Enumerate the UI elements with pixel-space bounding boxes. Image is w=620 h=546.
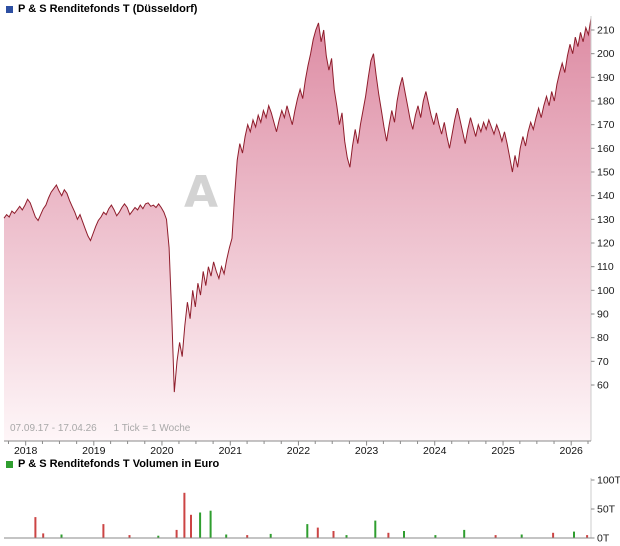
watermark-logo: A — [184, 167, 219, 218]
svg-text:110: 110 — [597, 261, 614, 273]
svg-text:0T: 0T — [597, 533, 610, 545]
price-series-marker-icon — [6, 6, 13, 13]
svg-text:2018: 2018 — [14, 445, 38, 457]
volume-series-marker-icon — [6, 461, 13, 468]
svg-text:130: 130 — [597, 214, 615, 226]
svg-text:2020: 2020 — [150, 445, 174, 457]
svg-text:60: 60 — [597, 380, 609, 392]
date-range-label: 07.09.17 - 17.04.26 — [10, 423, 97, 434]
svg-text:2021: 2021 — [219, 445, 243, 457]
svg-text:80: 80 — [597, 332, 609, 344]
svg-text:50T: 50T — [597, 504, 616, 516]
svg-text:2024: 2024 — [423, 445, 447, 457]
svg-text:190: 190 — [597, 72, 615, 84]
period-note: 07.09.17 - 17.04.26 1 Tick = 1 Woche — [10, 423, 190, 434]
svg-text:100T: 100T — [597, 475, 620, 487]
svg-text:210: 210 — [597, 25, 615, 37]
svg-text:150: 150 — [597, 167, 615, 179]
svg-text:170: 170 — [597, 119, 615, 131]
volume-chart: 100T 50T 0T — [4, 475, 620, 545]
price-chart: 210 200 190 180 170 160 150 140 130 120 110 100 90 80… — [3, 16, 615, 457]
svg-text:70: 70 — [597, 356, 609, 368]
price-chart-header: P & S Renditefonds T (Düsseldorf) — [6, 4, 197, 15]
svg-text:200: 200 — [597, 48, 615, 60]
volume-chart-header: P & S Renditefonds T Volumen in Euro — [6, 459, 219, 470]
volume-chart-title: P & S Renditefonds T Volumen in Euro — [18, 458, 220, 470]
svg-text:2019: 2019 — [82, 445, 106, 457]
svg-text:180: 180 — [597, 96, 615, 108]
svg-text:2023: 2023 — [355, 445, 379, 457]
svg-text:2025: 2025 — [491, 445, 515, 457]
svg-text:90: 90 — [597, 309, 609, 321]
price-chart-title: P & S Renditefonds T (Düsseldorf) — [18, 3, 198, 15]
svg-text:160: 160 — [597, 143, 615, 155]
svg-text:100: 100 — [597, 285, 615, 297]
svg-text:120: 120 — [597, 238, 615, 250]
svg-text:140: 140 — [597, 190, 615, 202]
svg-text:2022: 2022 — [287, 445, 311, 457]
tick-interval-label: 1 Tick = 1 Woche — [113, 423, 191, 434]
svg-text:2026: 2026 — [560, 445, 584, 457]
